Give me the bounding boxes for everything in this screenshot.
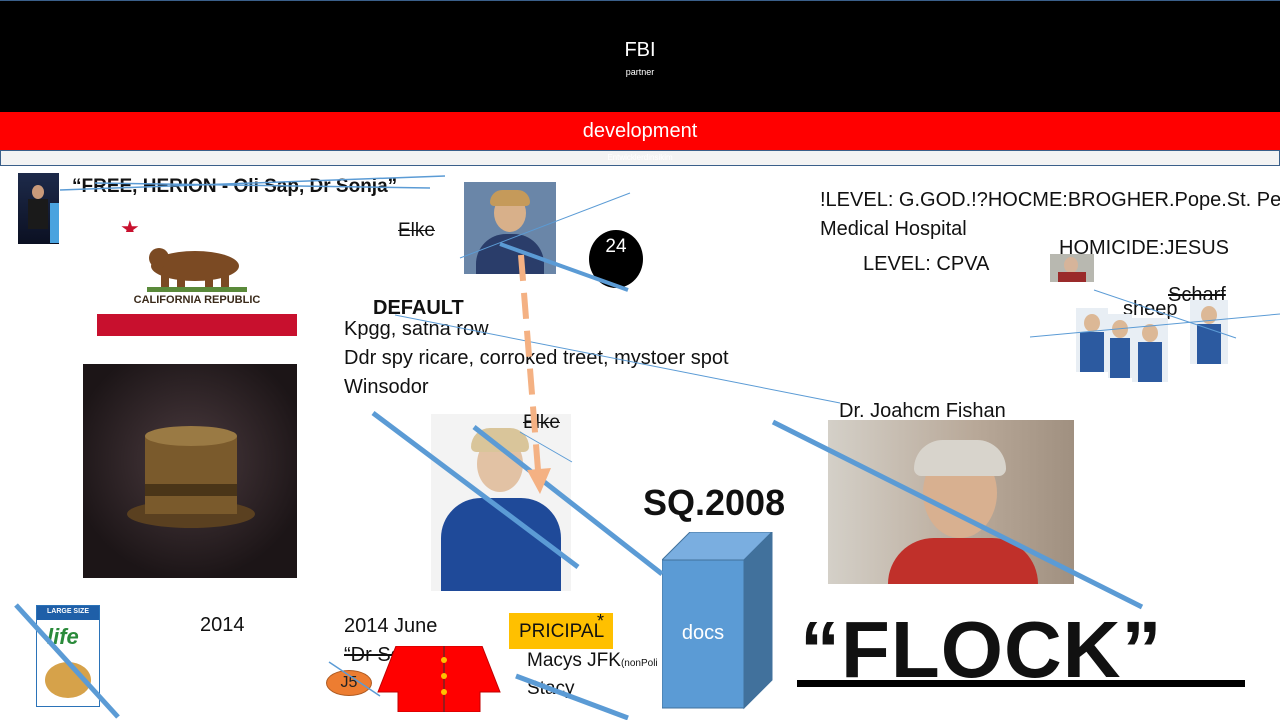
sq-2008-label: SQ.2008 — [643, 482, 786, 523]
header-title: FBI — [624, 39, 656, 61]
woman-portrait-center — [431, 414, 571, 591]
docs-cube[interactable]: docs — [662, 532, 774, 710]
elke-label-top: Elke — [398, 220, 435, 241]
top-hat-photo — [83, 364, 297, 578]
elke-photo-top — [464, 182, 556, 274]
docs-label: docs — [681, 622, 725, 644]
default-label: DEFAULT — [373, 297, 464, 319]
group-photo-3 — [1132, 318, 1168, 382]
cereal-box: LARGE SIZE life — [36, 605, 100, 707]
level-cpva-label: LEVEL: CPVA — [863, 253, 990, 275]
text-line-3: Winsodor — [344, 376, 429, 398]
banner-sublabel: Entwicklerdinsikim — [0, 150, 1280, 166]
group-photo-1 — [1076, 308, 1108, 372]
doctor-photo — [828, 420, 1074, 584]
california-flag: CALIFORNIA REPUBLIC — [97, 232, 297, 336]
june-2014-label: 2014 June — [344, 615, 438, 637]
flag-text: CALIFORNIA REPUBLIC — [133, 294, 261, 306]
red-shirt-shape — [376, 646, 502, 712]
text-line-1: Kpgg, satna row — [344, 318, 489, 340]
j5-badge: J5 — [326, 670, 372, 696]
group-photo-4 — [1190, 300, 1228, 364]
flock-label: “FLOCK” — [800, 605, 1163, 694]
nonpoli-text: (nonPoli — [620, 658, 658, 669]
elke-label-mid: Elke — [523, 412, 560, 433]
group-photo-2 — [1108, 314, 1132, 378]
homicide-label: HOMICIDE:JESUS — [1059, 237, 1230, 259]
year-2014-label: 2014 — [200, 614, 245, 636]
header-subtitle: partner — [625, 67, 655, 77]
macys-text: Macys JFK — [527, 650, 621, 671]
principal-asterisk: * — [597, 611, 605, 631]
principal-box: PRICIPAL * — [509, 611, 613, 649]
level-line: !LEVEL: G.GOD.!?HOCME:BROGHER.Pope.St. P… — [820, 189, 1280, 211]
small-portrait — [1050, 254, 1094, 282]
macys-label: Macys JFK(nonPoli — [527, 650, 658, 672]
stacy-label: Stacy — [527, 678, 575, 699]
header-bar: FBI partner — [0, 0, 1280, 112]
top-quote: “FREE, HERION - Oli Sap, Dr Sonja” — [72, 176, 398, 197]
cereal-brand: life — [47, 624, 79, 649]
hospital-label: Medical Hospital — [820, 218, 967, 240]
j5-text: J5 — [340, 674, 358, 691]
speaker-photo — [18, 173, 59, 244]
flock-strike-line — [797, 680, 1245, 687]
principal-label: PRICIPAL — [519, 621, 605, 642]
doctor-name-label: Dr. Joahcm Fishan — [839, 400, 1006, 422]
number-badge-text: 24 — [605, 236, 627, 257]
text-line-2: Ddr spy ricare, corroked treet, mystoer … — [344, 347, 729, 369]
number-badge: 24 — [589, 230, 643, 288]
cereal-size-label: LARGE SIZE — [46, 608, 89, 615]
development-banner: development — [0, 112, 1280, 150]
